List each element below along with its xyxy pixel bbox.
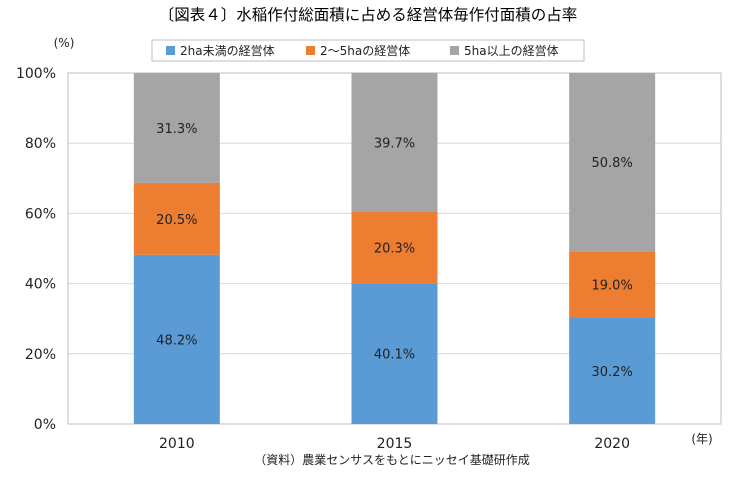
y-axis-ticks: 0% 20% 40% 60% 80% 100% <box>16 66 56 433</box>
data-label: 50.8% <box>592 156 633 171</box>
legend-swatch <box>306 46 315 55</box>
bar-segment <box>351 72 438 212</box>
legend-label: 2ha未満の経営体 <box>180 44 275 58</box>
data-label: 20.5% <box>156 213 197 228</box>
data-label: 20.3% <box>374 242 415 257</box>
bar-segment <box>569 73 656 252</box>
x-tick-label: 2020 <box>594 436 630 452</box>
legend-swatch <box>166 46 175 55</box>
x-tick-label: 2010 <box>159 436 195 452</box>
y-tick-label: 60% <box>25 206 56 222</box>
data-label: 19.0% <box>592 279 633 294</box>
legend: 2ha未満の経営体 2～5haの経営体 5ha以上の経営体 <box>151 39 585 62</box>
data-label: 48.2% <box>156 333 197 348</box>
data-label: 30.2% <box>592 365 633 380</box>
legend-swatch <box>450 46 459 55</box>
bar-segment <box>569 251 656 318</box>
source-note: （資料）農業センサスをもとにニッセイ基礎研作成 <box>254 453 530 467</box>
bar-segment <box>351 211 438 284</box>
bar-segment <box>133 254 220 424</box>
y-tick-label: 40% <box>25 277 56 293</box>
data-label: 31.3% <box>156 122 197 137</box>
bar-segment <box>133 182 220 255</box>
x-tick-label: 2015 <box>377 436 413 452</box>
bar-segment <box>351 283 438 424</box>
y-tick-label: 80% <box>25 136 56 152</box>
y-tick-label: 20% <box>25 347 56 363</box>
x-axis-ticks: 2010 2015 2020 <box>159 436 630 452</box>
y-axis-unit: (%) <box>54 36 75 50</box>
data-label: 40.1% <box>374 348 415 363</box>
legend-label: 5ha以上の経営体 <box>464 44 559 58</box>
y-tick-label: 0% <box>34 417 56 433</box>
bar-segment <box>569 317 656 424</box>
y-tick-label: 100% <box>16 66 56 82</box>
bars: 48.2% 20.5% 31.3% 40.1% 20.3% 39.7% 30.2% 19.0%… <box>133 72 656 424</box>
data-label: 39.7% <box>374 136 415 151</box>
x-axis-unit: (年) <box>691 432 712 446</box>
legend-box <box>151 39 585 62</box>
chart-title: 〔図表４〕水稲作付総面積に占める経営体毎作付面積の占率 <box>159 6 578 24</box>
legend-label: 2～5haの経営体 <box>320 44 410 58</box>
bar-segment <box>133 73 220 183</box>
